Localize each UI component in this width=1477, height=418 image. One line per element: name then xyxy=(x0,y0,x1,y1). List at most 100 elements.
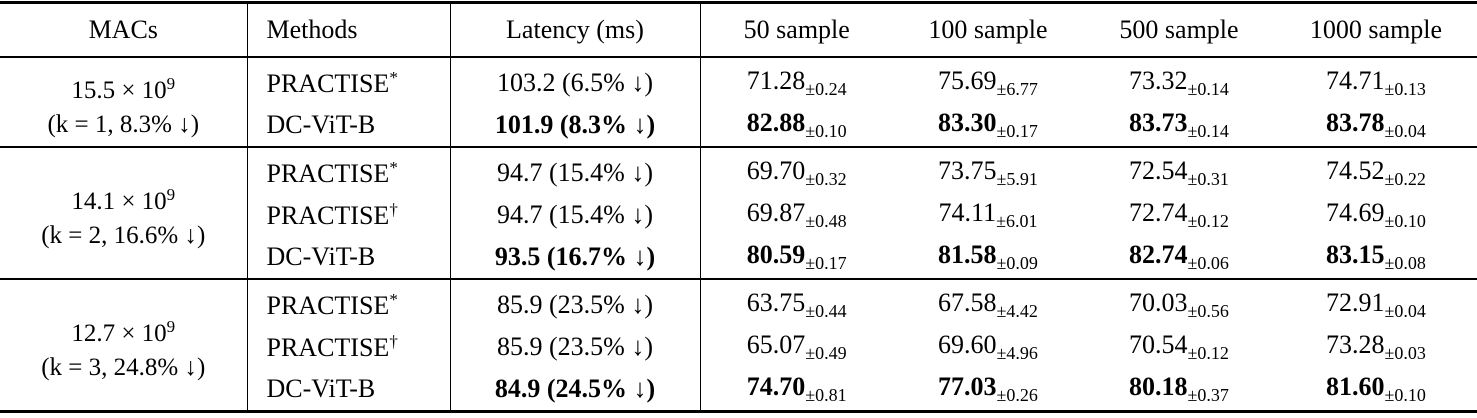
accuracy-cell: 77.03±0.26 xyxy=(893,368,1083,412)
latency-cell: 85.9 (23.5% ↓) xyxy=(450,326,701,368)
mean: 74.52 xyxy=(1326,156,1385,185)
method-mark: † xyxy=(389,331,398,351)
mean: 83.78 xyxy=(1326,108,1385,137)
macs-cell: 15.5 × 109 (k = 1, 8.3% ↓) xyxy=(0,57,248,147)
std: ±0.81 xyxy=(805,385,847,405)
accuracy-cell: 74.70±0.81 xyxy=(700,368,893,412)
accuracy-cell: 71.28±0.24 xyxy=(700,57,893,104)
std: ±0.10 xyxy=(805,121,847,141)
mean: 73.75 xyxy=(938,156,997,185)
macs-value: 14.1 × 10 xyxy=(71,187,167,215)
accuracy-cell: 83.73±0.14 xyxy=(1083,104,1275,147)
std: ±0.17 xyxy=(996,121,1038,141)
mean: 73.32 xyxy=(1129,66,1188,95)
accuracy-cell: 73.75±5.91 xyxy=(893,147,1083,194)
macs-line: 12.7 × 109 xyxy=(0,310,247,351)
mean: 77.03 xyxy=(938,372,997,401)
mean: 73.28 xyxy=(1326,330,1385,359)
header-cell: Latency (ms) xyxy=(450,1,701,58)
method-mark: * xyxy=(389,67,398,87)
mean: 81.60 xyxy=(1326,372,1385,401)
method-cell: PRACTISE† xyxy=(247,326,451,368)
macs-note: (k = 2, 16.6% ↓) xyxy=(41,221,206,249)
mean: 63.75 xyxy=(746,288,806,317)
std: ±0.14 xyxy=(1187,121,1229,141)
macs-cell: 14.1 × 109 (k = 2, 16.6% ↓) xyxy=(0,147,248,279)
method-mark: * xyxy=(389,289,398,309)
accuracy-cell: 70.03±0.56 xyxy=(1083,279,1275,326)
table-row: 12.7 × 109 (k = 3, 24.8% ↓) PRACTISE* 85.9 … xyxy=(0,279,1477,412)
macs-exponent: 9 xyxy=(166,73,176,93)
mean: 69.70 xyxy=(746,156,806,185)
header-cell: 1000 sample xyxy=(1275,1,1477,58)
method-name: PRACTISE xyxy=(266,200,390,230)
accuracy-cell: 74.11±6.01 xyxy=(893,194,1083,236)
latency-cell: 101.9 (8.3% ↓) xyxy=(450,104,701,147)
accuracy-cell: 82.74±0.06 xyxy=(1083,236,1275,279)
std: ±0.12 xyxy=(1187,211,1229,231)
mean: 70.03 xyxy=(1129,288,1188,317)
mean: 75.69 xyxy=(938,66,997,95)
table-row: PRACTISE† 85.9 (23.5% ↓) 65.07±0.49 69.60±4… xyxy=(0,326,1477,368)
std: ±5.91 xyxy=(996,169,1038,189)
std: ±0.56 xyxy=(1187,301,1229,321)
row-group: 12.7 × 109 (k = 3, 24.8% ↓) PRACTISE* 85.9 … xyxy=(0,279,1477,412)
macs-note: (k = 3, 24.8% ↓) xyxy=(41,353,206,381)
mean: 82.74 xyxy=(1129,240,1188,269)
mean: 83.30 xyxy=(938,108,997,137)
latency-cell: 93.5 (16.7% ↓) xyxy=(450,236,701,279)
std: ±0.31 xyxy=(1187,169,1229,189)
method-name: PRACTISE xyxy=(266,158,390,188)
table-row: 15.5 × 109 (k = 1, 8.3% ↓) PRACTISE* 103.2 … xyxy=(0,57,1477,147)
method-mark: † xyxy=(389,199,398,219)
header-cell: 50 sample xyxy=(700,1,893,58)
method-cell: DC-ViT-B xyxy=(247,236,451,279)
accuracy-cell: 83.30±0.17 xyxy=(893,104,1083,147)
method-cell: PRACTISE* xyxy=(247,279,451,326)
std: ±0.44 xyxy=(805,301,847,321)
latency-cell: 103.2 (6.5% ↓) xyxy=(450,57,701,104)
std: ±0.37 xyxy=(1187,385,1229,405)
accuracy-cell: 67.58±4.42 xyxy=(893,279,1083,326)
std: ±0.14 xyxy=(1187,79,1229,99)
method-name: PRACTISE xyxy=(266,290,390,320)
accuracy-cell: 70.54±0.12 xyxy=(1083,326,1275,368)
mean: 72.54 xyxy=(1129,156,1188,185)
macs-line: 15.5 × 109 xyxy=(0,67,247,108)
method-name: DC-ViT-B xyxy=(266,110,376,139)
std: ±0.32 xyxy=(805,169,847,189)
std: ±0.48 xyxy=(805,211,847,231)
latency-cell: 94.7 (15.4% ↓) xyxy=(450,147,701,194)
mean: 80.18 xyxy=(1129,372,1188,401)
std: ±4.96 xyxy=(996,343,1038,363)
accuracy-cell: 82.88±0.10 xyxy=(700,104,893,147)
mean: 83.15 xyxy=(1326,240,1385,269)
accuracy-cell: 69.87±0.48 xyxy=(700,194,893,236)
std: ±6.01 xyxy=(996,211,1038,231)
accuracy-cell: 63.75±0.44 xyxy=(700,279,893,326)
mean: 74.70 xyxy=(746,372,806,401)
method-name: PRACTISE xyxy=(266,68,390,98)
std: ±0.04 xyxy=(1384,121,1426,141)
std: ±0.08 xyxy=(1384,253,1426,273)
header-cell: MACs xyxy=(0,1,248,58)
std: ±0.09 xyxy=(996,253,1038,273)
method-cell: PRACTISE* xyxy=(247,147,451,194)
macs-value: 15.5 × 10 xyxy=(71,76,167,104)
accuracy-cell: 69.70±0.32 xyxy=(700,147,893,194)
accuracy-cell: 73.32±0.14 xyxy=(1083,57,1275,104)
std: ±0.10 xyxy=(1384,385,1426,405)
accuracy-cell: 74.71±0.13 xyxy=(1275,57,1477,104)
method-name: DC-ViT-B xyxy=(266,374,376,403)
header-cell: Methods xyxy=(247,1,451,58)
mean: 74.71 xyxy=(1326,66,1385,95)
mean: 67.58 xyxy=(938,288,997,317)
std: ±0.04 xyxy=(1384,301,1426,321)
std: ±0.17 xyxy=(805,253,847,273)
std: ±0.49 xyxy=(805,343,847,363)
std: ±0.03 xyxy=(1384,343,1426,363)
latency-cell: 94.7 (15.4% ↓) xyxy=(450,194,701,236)
std: ±0.26 xyxy=(996,385,1038,405)
accuracy-cell: 72.74±0.12 xyxy=(1083,194,1275,236)
